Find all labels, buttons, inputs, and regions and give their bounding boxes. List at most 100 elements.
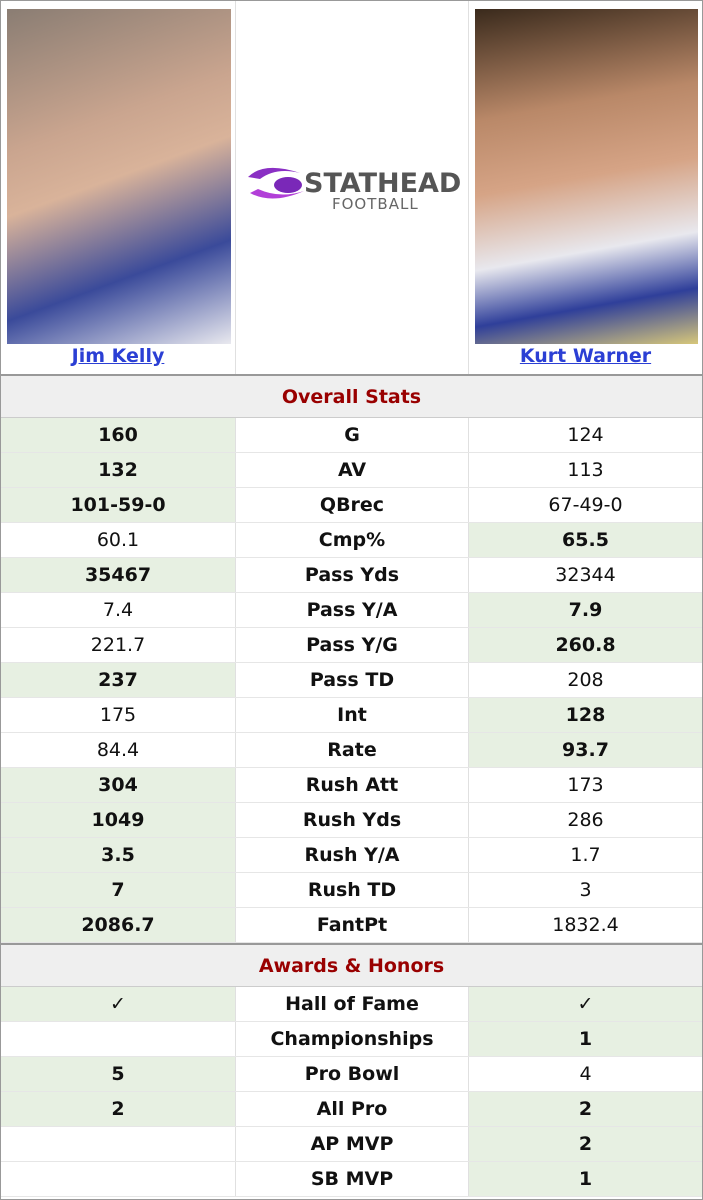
left-value: [1, 1022, 235, 1056]
stat-name: AV: [235, 453, 469, 487]
left-value: [1, 1162, 235, 1196]
left-value: 84.4: [96, 739, 140, 761]
stat-name: Hall of Fame: [235, 987, 469, 1021]
stat-row: AP MVP 2: [1, 1127, 702, 1162]
logo-brand: STATHEAD: [304, 168, 461, 199]
stat-row: 7 Rush TD 3: [1, 873, 702, 908]
right-value: 173: [567, 774, 604, 796]
stat-row: 132 AV 113: [1, 453, 702, 488]
stat-row: Championships 1: [1, 1022, 702, 1057]
right-value: 2: [469, 1092, 702, 1126]
right-value: 113: [567, 459, 604, 481]
player-photo: [7, 9, 231, 344]
stat-name: Rush TD: [235, 873, 469, 907]
left-value: [1, 1127, 235, 1161]
right-value: 65.5: [469, 523, 702, 557]
right-value: 128: [469, 698, 702, 732]
stats-table: Overall Stats 160 G 124 132 AV 113 101-59-0 QBre…: [1, 374, 702, 1197]
right-value: 124: [567, 424, 604, 446]
left-value: 101-59-0: [1, 488, 235, 522]
right-value: 1: [469, 1022, 702, 1056]
right-value: 208: [567, 669, 604, 691]
stat-row: SB MVP 1: [1, 1162, 702, 1197]
right-header: Kurt Warner: [469, 1, 702, 374]
stat-name: Rate: [235, 733, 469, 767]
left-header: Jim Kelly: [1, 1, 235, 374]
logo-ball: [274, 177, 302, 193]
right-value: 3: [579, 879, 592, 901]
logo-area: STATHEAD FOOTBALL: [235, 1, 469, 374]
left-value: 5: [1, 1057, 235, 1091]
stat-row: 304 Rush Att 173: [1, 768, 702, 803]
stat-name: Int: [235, 698, 469, 732]
stat-name: Rush Yds: [235, 803, 469, 837]
stat-name: Pass Yds: [235, 558, 469, 592]
right-value: 4: [579, 1063, 592, 1085]
left-value: 3.5: [1, 838, 235, 872]
stat-name: Pass TD: [235, 663, 469, 697]
stat-row: 7.4 Pass Y/A 7.9: [1, 593, 702, 628]
left-value: 60.1: [96, 529, 140, 551]
stat-row: 2 All Pro 2: [1, 1092, 702, 1127]
stat-name: G: [235, 418, 469, 452]
section-title: Awards & Honors: [1, 943, 702, 987]
stat-name: All Pro: [235, 1092, 469, 1126]
left-value: 35467: [1, 558, 235, 592]
left-value: ✓: [1, 987, 235, 1021]
right-value: 286: [567, 809, 604, 831]
player-photo: [475, 9, 698, 344]
stat-name: SB MVP: [235, 1162, 469, 1196]
left-value: 2: [1, 1092, 235, 1126]
stat-name: Pro Bowl: [235, 1057, 469, 1091]
stat-row: 2086.7 FantPt 1832.4: [1, 908, 702, 943]
left-value: 2086.7: [1, 908, 235, 942]
section-title: Overall Stats: [1, 374, 702, 418]
right-value: 1.7: [570, 844, 601, 866]
right-value: 93.7: [469, 733, 702, 767]
stat-name: AP MVP: [235, 1127, 469, 1161]
stat-row: 35467 Pass Yds 32344: [1, 558, 702, 593]
left-value: 237: [1, 663, 235, 697]
right-value: 67-49-0: [548, 494, 623, 516]
left-value: 304: [1, 768, 235, 802]
left-value: 1049: [1, 803, 235, 837]
stat-name: Championships: [235, 1022, 469, 1056]
stat-name: Rush Att: [235, 768, 469, 802]
stat-name: FantPt: [235, 908, 469, 942]
stat-name: QBrec: [235, 488, 469, 522]
logo: STATHEAD FOOTBALL: [248, 167, 461, 213]
stat-row: ✓ Hall of Fame ✓: [1, 987, 702, 1022]
stat-name: Rush Y/A: [235, 838, 469, 872]
right-value: ✓: [469, 987, 702, 1021]
left-value: 7.4: [102, 599, 134, 621]
stat-row: 1049 Rush Yds 286: [1, 803, 702, 838]
right-value: 1832.4: [552, 914, 619, 936]
right-value: 2: [469, 1127, 702, 1161]
stat-name: Cmp%: [235, 523, 469, 557]
logo-swoosh: [250, 189, 304, 199]
logo-sub: FOOTBALL: [332, 195, 419, 213]
right-value: 7.9: [469, 593, 702, 627]
left-value: 175: [99, 704, 137, 726]
stat-row: 160 G 124: [1, 418, 702, 453]
stat-row: 5 Pro Bowl 4: [1, 1057, 702, 1092]
player-link[interactable]: Kurt Warner: [519, 345, 652, 367]
stat-row: 3.5 Rush Y/A 1.7: [1, 838, 702, 873]
left-value: 7: [1, 873, 235, 907]
stat-row: 60.1 Cmp% 65.5: [1, 523, 702, 558]
logo-swoosh: [248, 167, 300, 179]
right-value: 32344: [555, 564, 616, 586]
stat-row: 221.7 Pass Y/G 260.8: [1, 628, 702, 663]
stat-name: Pass Y/G: [235, 628, 469, 662]
left-value: 160: [1, 418, 235, 452]
stat-row: 84.4 Rate 93.7: [1, 733, 702, 768]
stat-row: 101-59-0 QBrec 67-49-0: [1, 488, 702, 523]
right-value: 260.8: [469, 628, 702, 662]
stat-row: 237 Pass TD 208: [1, 663, 702, 698]
player-link[interactable]: Jim Kelly: [71, 345, 165, 367]
left-value: 132: [1, 453, 235, 487]
right-value: 1: [469, 1162, 702, 1196]
stat-row: 175 Int 128: [1, 698, 702, 733]
stat-name: Pass Y/A: [235, 593, 469, 627]
